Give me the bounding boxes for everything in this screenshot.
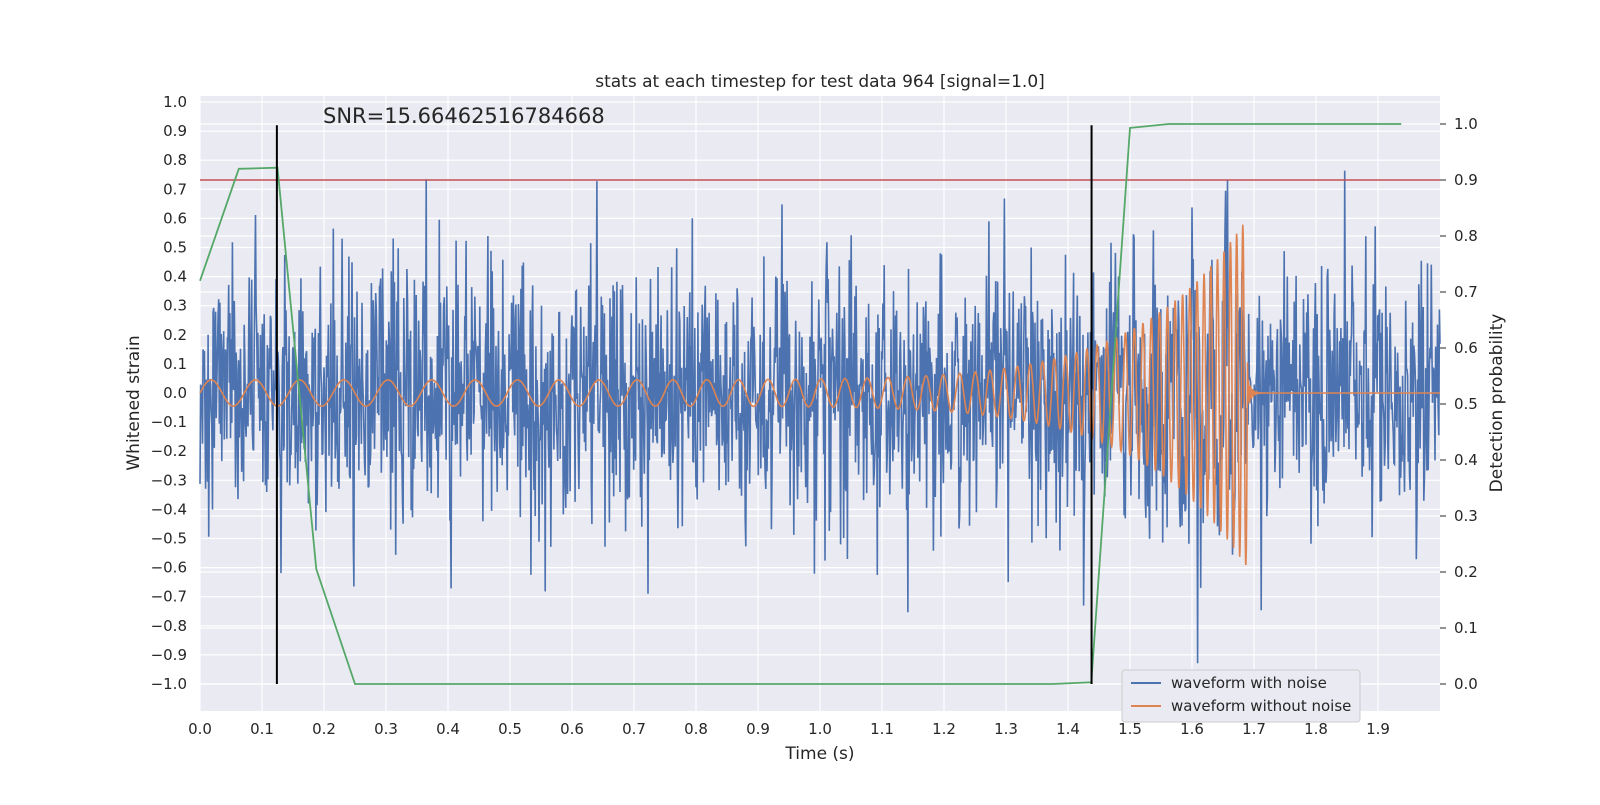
x-tick-label: 0.6 [560, 720, 584, 738]
chart-title: stats at each timestep for test data 964… [595, 72, 1045, 92]
y-left-tick-label: −0.3 [151, 471, 187, 489]
x-tick-label: 1.2 [932, 720, 956, 738]
legend-label-clean: waveform without noise [1171, 697, 1351, 715]
x-tick-label: 1.8 [1304, 720, 1328, 738]
x-tick-label: 1.0 [808, 720, 832, 738]
x-tick-label: 0.2 [312, 720, 336, 738]
y-right-tick-label: 0.2 [1454, 563, 1478, 581]
x-axis-ticks: 0.0 0.1 0.2 0.3 0.4 0.5 0.6 0.7 0.8 0.9 1.0 1.1 1.2 1… [188, 720, 1390, 738]
y-left-tick-label: −0.5 [151, 530, 187, 548]
x-tick-label: 1.4 [1056, 720, 1080, 738]
y-right-tick-label: 0.6 [1454, 339, 1478, 357]
y-left-tick-label: −0.7 [151, 588, 187, 606]
x-tick-label: 1.3 [994, 720, 1018, 738]
x-tick-label: 1.7 [1242, 720, 1266, 738]
series-waveform-without-noise [199, 224, 1440, 566]
x-tick-label: 0.4 [436, 720, 460, 738]
y-left-tick-label: 0.9 [163, 122, 187, 140]
y-left-tick-label: 0.5 [163, 239, 187, 257]
x-tick-label: 0.8 [684, 720, 708, 738]
y-right-tick-label: 0.8 [1454, 227, 1478, 245]
legend-label-noisy: waveform with noise [1171, 674, 1327, 692]
y-left-tick-label: −1.0 [151, 675, 187, 693]
y-right-tick-label: 0.3 [1454, 507, 1478, 525]
x-tick-label: 0.9 [746, 720, 770, 738]
y-right-tick-label: 0.4 [1454, 451, 1478, 469]
x-tick-label: 0.3 [374, 720, 398, 738]
series-layer [199, 123, 1441, 685]
y-left-tick-label: 0.7 [163, 180, 187, 198]
y-right-axis-ticks: 1.0 0.9 0.8 0.7 0.6 0.5 0.4 0.3 0.2 0.1 0.0 [1440, 115, 1478, 693]
y-left-tick-label: 0.1 [163, 355, 187, 373]
y-right-tick-label: 0.0 [1454, 675, 1478, 693]
y-left-axis-ticks: 1.0 0.9 0.8 0.7 0.6 0.5 0.4 0.3 0.2 0.1 0.0 −0.1 −0.… [151, 93, 187, 693]
y-left-tick-label: 0.4 [163, 268, 187, 286]
y-right-tick-label: 1.0 [1454, 115, 1478, 133]
y-right-axis-label: Detection probability [1487, 314, 1507, 493]
y-right-tick-label: 0.7 [1454, 283, 1478, 301]
y-left-tick-label: −0.6 [151, 559, 187, 577]
x-tick-label: 0.1 [250, 720, 274, 738]
y-left-tick-label: −0.4 [151, 500, 187, 518]
x-tick-label: 1.1 [870, 720, 894, 738]
y-right-tick-label: 0.1 [1454, 619, 1478, 637]
y-right-tick-label: 0.9 [1454, 171, 1478, 189]
y-left-tick-label: 0.2 [163, 326, 187, 344]
series-detection-probability [199, 123, 1402, 685]
y-left-tick-label: 0.3 [163, 297, 187, 315]
y-left-tick-label: −0.9 [151, 646, 187, 664]
x-tick-label: 0.7 [622, 720, 646, 738]
x-tick-label: 0.0 [188, 720, 212, 738]
y-left-tick-label: −0.8 [151, 617, 187, 635]
legend: waveform with noise waveform without noi… [1121, 669, 1361, 723]
y-left-tick-label: −0.2 [151, 442, 187, 460]
x-tick-label: 0.5 [498, 720, 522, 738]
y-left-axis-label: Whitened strain [124, 335, 144, 470]
snr-annotation: SNR=15.66462516784668 [323, 104, 605, 128]
y-left-tick-label: −0.1 [151, 413, 187, 431]
y-right-tick-label: 0.5 [1454, 395, 1478, 413]
legend-box [1121, 669, 1361, 723]
x-tick-label: 1.6 [1180, 720, 1204, 738]
y-left-tick-label: 0.0 [163, 384, 187, 402]
y-left-tick-label: 0.6 [163, 209, 187, 227]
x-tick-label: 1.5 [1118, 720, 1142, 738]
x-axis-label: Time (s) [784, 744, 854, 764]
y-left-tick-label: 1.0 [163, 93, 187, 111]
x-tick-label: 1.9 [1366, 720, 1390, 738]
y-left-tick-label: 0.8 [163, 151, 187, 169]
